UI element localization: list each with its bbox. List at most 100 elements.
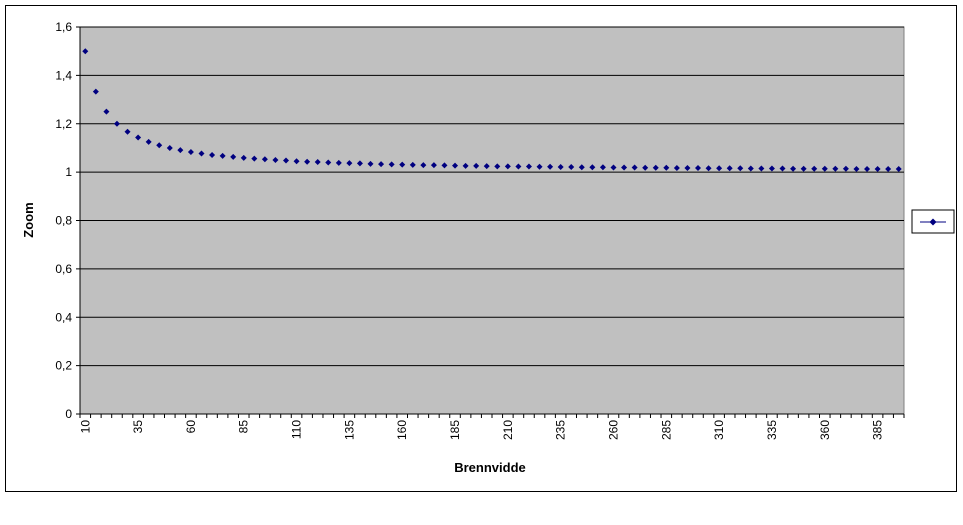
x-tick-label: 260 xyxy=(606,420,620,440)
data-point xyxy=(642,164,649,171)
y-tick-label: 0,8 xyxy=(55,214,72,228)
data-point xyxy=(335,159,342,166)
data-point xyxy=(325,159,332,166)
data-point xyxy=(578,164,585,171)
data-point xyxy=(367,160,374,167)
data-point xyxy=(547,163,554,170)
data-point xyxy=(536,163,543,170)
data-point xyxy=(885,165,892,172)
x-tick-label: 110 xyxy=(290,420,304,439)
data-point xyxy=(842,165,849,172)
data-point xyxy=(441,162,448,169)
data-point xyxy=(483,163,490,170)
x-tick-label: 360 xyxy=(818,420,832,440)
data-point xyxy=(737,165,744,172)
data-point xyxy=(695,165,701,172)
x-tick-label: 10 xyxy=(78,420,92,434)
data-point xyxy=(82,48,89,55)
x-tick-label: 135 xyxy=(342,420,356,440)
data-point xyxy=(452,162,459,169)
data-point xyxy=(705,165,712,172)
data-point xyxy=(473,162,480,169)
data-point xyxy=(673,165,680,172)
data-point xyxy=(209,151,216,158)
data-point xyxy=(230,153,237,160)
x-tick-label: 160 xyxy=(395,420,409,440)
data-point xyxy=(304,158,311,165)
data-point xyxy=(240,154,247,161)
y-axis-title: Zoom xyxy=(21,202,36,237)
x-tick-label: 310 xyxy=(712,420,726,440)
data-point xyxy=(779,165,786,172)
data-point xyxy=(261,156,268,163)
data-point xyxy=(145,138,152,145)
y-tick-label: 0,2 xyxy=(55,359,72,373)
data-point xyxy=(800,165,807,172)
grid-lines xyxy=(80,26,904,367)
data-point xyxy=(198,150,205,157)
data-point xyxy=(272,157,279,164)
data-point xyxy=(864,165,871,172)
data-point xyxy=(599,164,606,171)
x-tick-label: 385 xyxy=(871,420,885,440)
data-point xyxy=(726,165,733,172)
y-tick-label: 0 xyxy=(65,407,72,421)
data-point xyxy=(219,152,226,159)
x-axis: 10 35 60 85 110 135 160 185 210 235 260 285 310 335 36… xyxy=(78,413,905,440)
data-point xyxy=(568,164,575,171)
data-point xyxy=(462,162,469,169)
data-point xyxy=(589,164,596,171)
data-point xyxy=(790,165,797,172)
data-point xyxy=(156,142,163,149)
data-point xyxy=(314,158,321,165)
x-tick-label: 335 xyxy=(765,420,779,440)
data-point xyxy=(811,165,818,172)
x-tick-label: 85 xyxy=(237,420,251,434)
y-axis: 0 0,2 0,4 0,6 0,8 1 1,2 1,4 1,6 xyxy=(55,20,81,421)
legend xyxy=(911,209,955,234)
data-point xyxy=(610,164,617,171)
y-tick-label: 1 xyxy=(65,165,72,179)
data-point xyxy=(251,155,258,162)
data-point xyxy=(124,128,131,135)
data-point xyxy=(684,165,691,172)
data-point xyxy=(378,161,385,168)
data-point xyxy=(187,149,194,156)
data-point xyxy=(853,165,860,172)
x-axis-title: Brennvidde xyxy=(454,460,526,475)
data-point xyxy=(895,165,902,172)
data-point xyxy=(113,120,120,127)
data-point xyxy=(663,164,670,171)
data-point xyxy=(388,161,395,168)
x-tick-label: 210 xyxy=(501,420,515,440)
data-point xyxy=(283,157,289,164)
data-point xyxy=(103,108,110,115)
data-point xyxy=(420,162,427,169)
x-tick-label: 285 xyxy=(659,420,673,440)
data-point xyxy=(832,165,839,172)
data-point xyxy=(631,164,638,171)
data-point xyxy=(494,163,501,170)
data-point xyxy=(177,147,184,154)
x-tick-label: 235 xyxy=(554,420,568,440)
data-point xyxy=(768,165,775,172)
legend-series-marker xyxy=(929,218,937,226)
data-point xyxy=(621,164,628,171)
data-point xyxy=(166,144,173,151)
data-point xyxy=(504,163,511,170)
data-point xyxy=(356,160,363,167)
y-tick-label: 1,4 xyxy=(55,68,72,82)
data-point xyxy=(557,164,564,171)
data-point xyxy=(652,164,659,171)
data-point xyxy=(525,163,532,170)
data-point xyxy=(409,161,416,168)
data-point xyxy=(515,163,522,170)
y-tick-label: 1,6 xyxy=(55,20,72,34)
data-point xyxy=(747,165,754,172)
data-point xyxy=(874,165,881,172)
data-point xyxy=(293,158,300,165)
y-tick-label: 0,6 xyxy=(55,262,72,276)
y-tick-label: 1,2 xyxy=(55,117,72,131)
data-point xyxy=(430,162,437,169)
